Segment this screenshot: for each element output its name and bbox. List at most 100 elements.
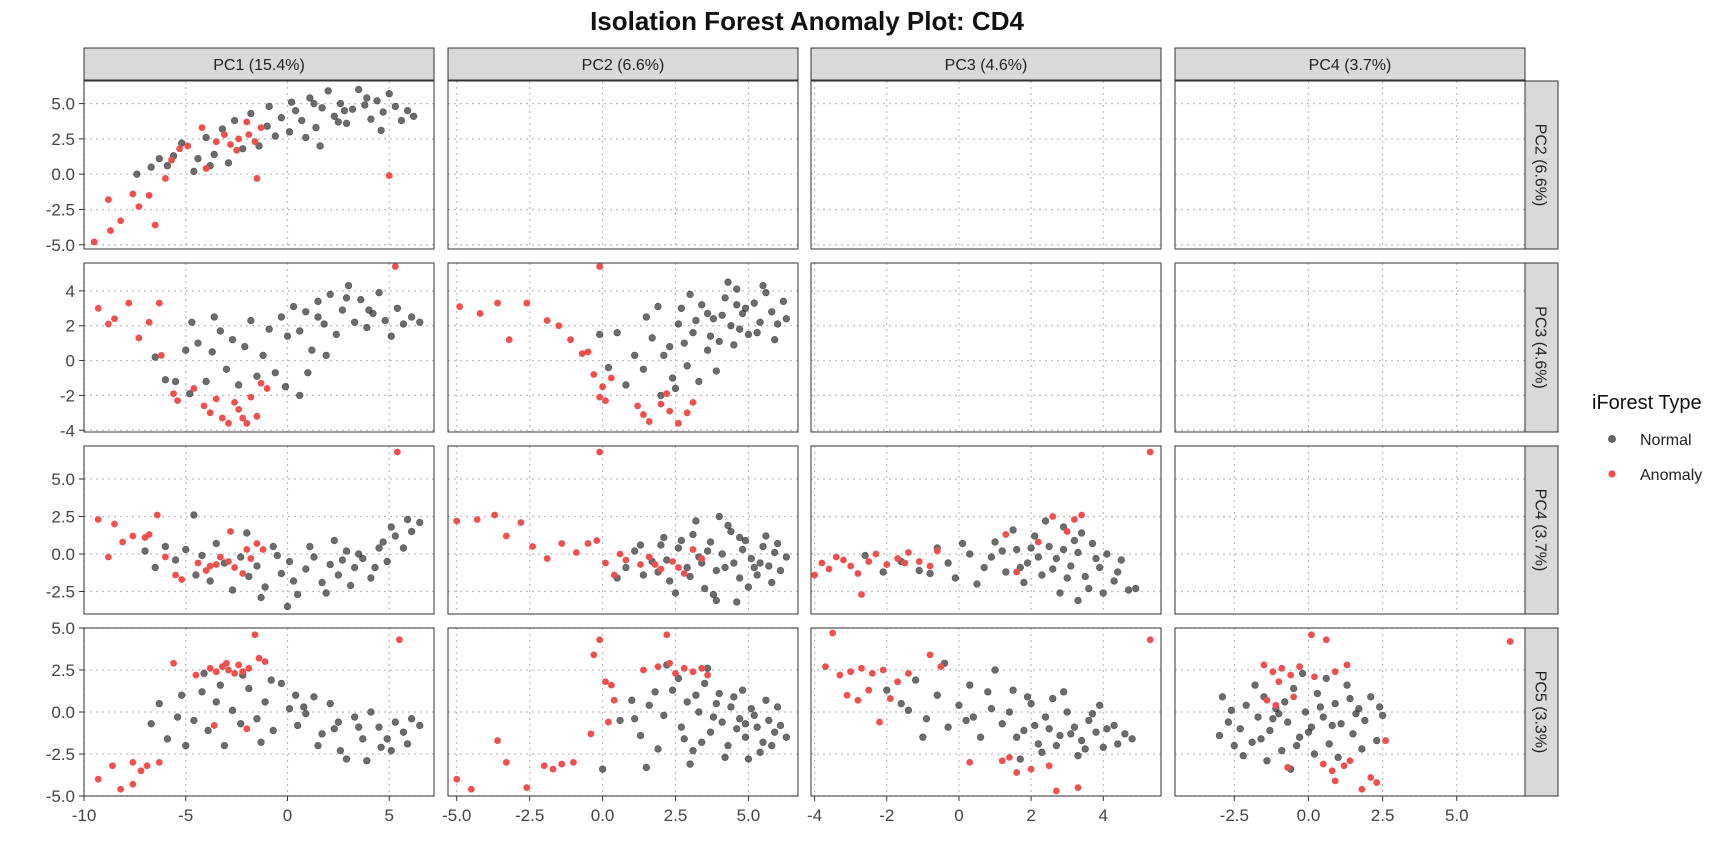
normal-point <box>1110 721 1118 730</box>
panel <box>83 262 435 433</box>
normal-point <box>1367 693 1375 701</box>
panel-background <box>448 81 798 249</box>
anomaly-point <box>184 142 192 150</box>
anomaly-point <box>610 571 618 579</box>
normal-point <box>318 730 326 738</box>
normal-point <box>257 738 265 746</box>
panel-border <box>1174 262 1526 433</box>
anomaly-point <box>698 664 706 672</box>
normal-point <box>698 738 706 746</box>
normal-point <box>155 699 163 708</box>
normal-point <box>1067 562 1075 570</box>
normal-point <box>236 720 245 728</box>
anomaly-point <box>1346 757 1354 765</box>
normal-point <box>263 122 271 130</box>
normal-point <box>316 142 324 150</box>
normal-point <box>1343 681 1351 689</box>
anomaly-point <box>168 156 175 164</box>
normal-point <box>744 755 753 763</box>
anomaly-point <box>1013 769 1021 776</box>
anomaly-point <box>494 737 501 744</box>
normal-point <box>730 341 738 349</box>
normal-point <box>363 323 371 332</box>
normal-point <box>1045 542 1053 551</box>
normal-point <box>409 112 418 120</box>
anomaly-point <box>847 668 855 676</box>
anomaly-point <box>225 558 232 565</box>
anomaly-point <box>243 725 251 733</box>
normal-point <box>692 517 700 525</box>
panel-border <box>83 80 435 250</box>
normal-point <box>291 106 300 115</box>
anomaly-point <box>198 124 206 131</box>
anomaly-point <box>602 559 609 567</box>
normal-point <box>980 563 988 572</box>
anomaly-point <box>476 310 484 317</box>
normal-point <box>257 593 265 602</box>
normal-point <box>1325 740 1333 748</box>
panel-background <box>811 81 1161 249</box>
normal-point <box>302 565 310 573</box>
anomaly-point <box>212 138 220 146</box>
anomaly-point <box>593 537 601 544</box>
normal-point <box>715 689 723 698</box>
anomaly-point <box>176 145 184 153</box>
normal-point <box>234 381 243 389</box>
normal-point <box>765 716 773 725</box>
anomaly-point <box>675 419 682 427</box>
normal-point <box>314 313 322 321</box>
anomaly-point <box>239 414 247 422</box>
anomaly-point <box>675 564 682 571</box>
normal-point <box>1088 709 1097 718</box>
anomaly-point <box>933 547 941 555</box>
anomaly-point <box>858 591 865 598</box>
normal-point <box>285 128 294 136</box>
normal-point <box>1349 730 1357 738</box>
normal-point <box>277 679 286 688</box>
anomaly-point <box>502 759 510 766</box>
normal-point <box>966 550 974 558</box>
normal-point <box>267 676 275 684</box>
normal-point <box>1248 738 1256 746</box>
anomaly-point <box>129 532 137 540</box>
normal-point <box>1031 721 1039 730</box>
normal-point <box>308 346 316 354</box>
normal-point <box>741 720 750 728</box>
normal-point <box>171 377 180 386</box>
normal-point <box>261 583 269 591</box>
panel-background <box>1175 263 1525 432</box>
normal-point <box>1128 735 1136 743</box>
anomaly-point <box>245 131 253 139</box>
normal-point <box>1099 743 1107 751</box>
normal-point <box>703 309 712 318</box>
normal-point <box>334 571 343 579</box>
normal-point <box>770 728 779 736</box>
anomaly-point <box>876 718 883 726</box>
normal-point <box>318 578 326 587</box>
normal-point <box>677 536 686 545</box>
normal-point <box>350 563 359 572</box>
normal-point <box>285 704 294 713</box>
anomaly-point <box>543 555 551 562</box>
normal-point <box>1304 728 1313 736</box>
normal-point <box>399 728 408 736</box>
panel-border <box>810 445 1162 615</box>
normal-point <box>969 713 978 721</box>
anomaly-point <box>590 651 598 659</box>
normal-point <box>379 538 387 546</box>
normal-point <box>630 351 639 360</box>
normal-point <box>1052 741 1061 750</box>
anomaly-point <box>1013 568 1021 576</box>
normal-point <box>255 142 263 150</box>
normal-point <box>1012 545 1021 554</box>
normal-point <box>314 741 322 750</box>
normal-point <box>338 306 347 314</box>
anomaly-point <box>170 390 177 398</box>
anomaly-point <box>1049 513 1057 520</box>
row-strip-label: PC5 (3.3%) <box>1532 671 1549 754</box>
normal-point <box>283 332 292 340</box>
normal-point <box>330 112 338 120</box>
anomaly-point <box>854 696 862 704</box>
x-tick-label: -2.5 <box>1220 806 1249 825</box>
anomaly-point <box>680 570 688 577</box>
